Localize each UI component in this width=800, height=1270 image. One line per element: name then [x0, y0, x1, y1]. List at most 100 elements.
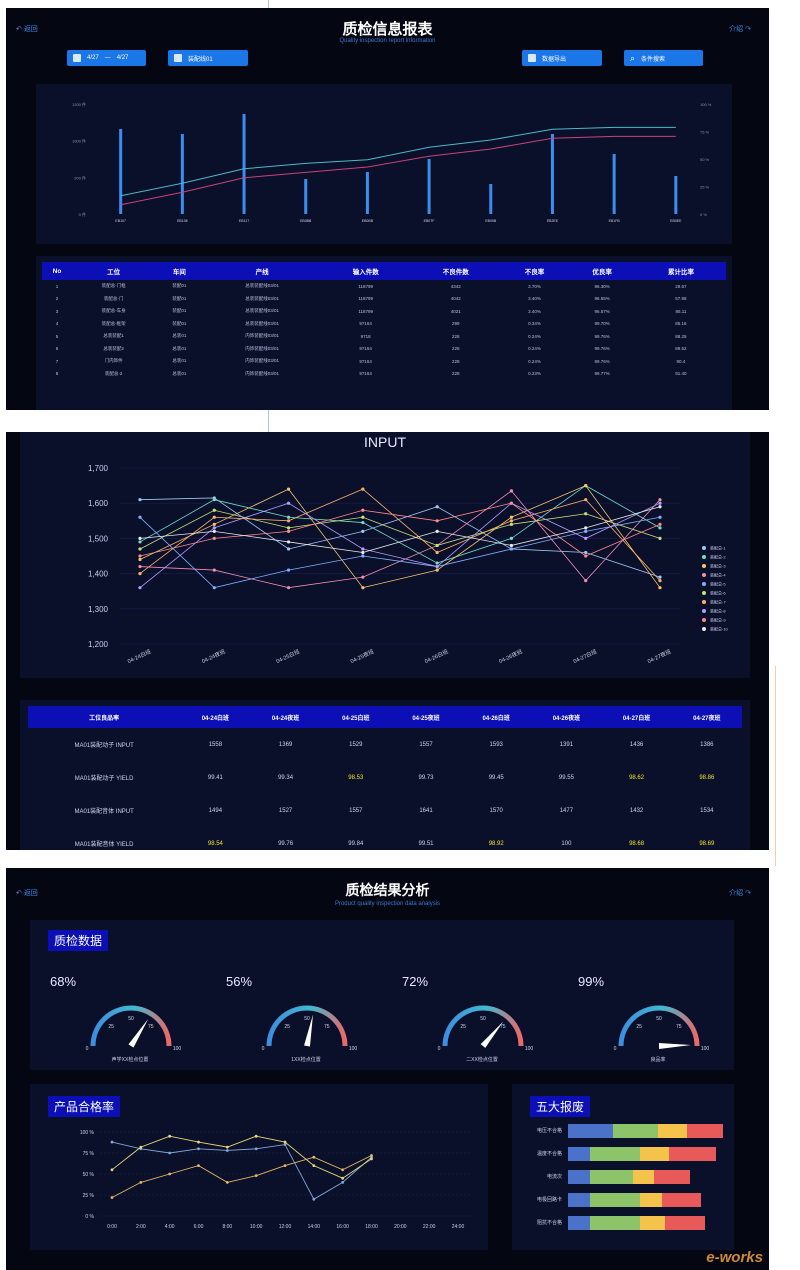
yield-cell: 99.55	[558, 774, 574, 781]
gauge-percent: 72%	[402, 974, 429, 989]
table-cell: 99.77%	[594, 371, 610, 377]
yield-header-cell: 04-26白班	[461, 706, 532, 728]
data-point	[283, 1164, 287, 1167]
x-tick-label: 8:00	[222, 1224, 232, 1230]
data-point	[509, 515, 514, 519]
table-row[interactable]: 4 装配总-框架 装配01 总装装配线03/01 97164 299 0.34% 99.70%…	[42, 318, 726, 331]
data-point	[361, 547, 365, 551]
left-tick-label: 0 件	[79, 211, 86, 217]
gauge-tick: 75	[148, 1024, 154, 1030]
data-point	[197, 1164, 200, 1167]
gauge-label: 二XX检点位置	[466, 1057, 498, 1063]
line-select[interactable]: 装配线01	[168, 50, 248, 66]
report-table: No 工位 车间 产线 输入件数 不良件数 不良率 优良率 累计比率 1 装配总-门框 装配01 总装…	[42, 262, 726, 380]
yield-header-cell: 04-26夜班	[531, 706, 602, 728]
line-select-label: 装配线01	[188, 56, 213, 63]
data-point	[212, 508, 216, 512]
left-tick-label: 200 件	[74, 174, 86, 180]
data-point	[283, 1140, 287, 1144]
series-line	[139, 516, 661, 589]
scrap-bar-segment	[654, 1170, 691, 1184]
report-table-panel: No 工位 车间 产线 输入件数 不良件数 不良率 优良率 累计比率 1 装配总-门框 装配01 总装…	[36, 256, 732, 410]
connector-line	[268, 0, 269, 8]
data-point	[197, 1140, 200, 1144]
table-cell: 装配总-2	[104, 370, 123, 376]
x-tick-label: 0:00	[107, 1224, 117, 1230]
x-tick-label: 6:00	[194, 1224, 204, 1230]
data-point	[584, 526, 588, 530]
scrap-category-label: 电压不合格	[536, 1128, 562, 1134]
gauge-tick: 50	[304, 1016, 310, 1022]
x-tick-label: 12:00	[279, 1224, 292, 1230]
yield-cell: 98.68	[629, 840, 645, 847]
legend-marker	[702, 609, 706, 613]
table-row[interactable]: 3 装配总-车身 装配01 总装装配线03/01 118799 4021 3.40% 96.5…	[42, 305, 726, 318]
yield-row[interactable]: MA01装配音体 INPUT 1494 1527 1557 1641 1570 1477 14…	[28, 794, 742, 827]
yield-cell: 98.62	[629, 774, 645, 781]
scrap-bar-segment	[661, 1193, 702, 1207]
table-cell: 90.4	[676, 358, 686, 364]
forward-link-2[interactable]: 介绍 ↷	[729, 890, 751, 897]
yield-row[interactable]: MA01装配动子 INPUT 1558 1369 1529 1557 1593 1391 14…	[28, 728, 742, 761]
data-point	[168, 1134, 172, 1138]
pass-rate-chart: 100 % 75 % 50 % 25 % 0 % 0:00 2:00 4:00 6:00 8:00…	[80, 1130, 470, 1230]
right-tick-label: 25 %	[700, 185, 710, 190]
table-row[interactable]: 5 总装装配1 总装01 内饰装配线03/01 9718 228 0.24% 99.76% 88…	[42, 330, 726, 343]
export-button[interactable]: 数据导出	[522, 50, 602, 66]
data-point	[110, 1168, 114, 1172]
series-line	[111, 1141, 372, 1200]
table-row[interactable]: 6 总装装配2 总装01 内饰装配线03/01 97164 228 0.24% 99.76% 8…	[42, 343, 726, 356]
y-tick-label: 1,700	[88, 464, 109, 473]
table-cell: 97164	[359, 346, 372, 352]
table-cell: 装配01	[172, 295, 187, 301]
table-row[interactable]: 7 门内饰件 总装01 内饰装配线03/01 97164 228 0.24% 99.76% 90…	[42, 355, 726, 368]
yield-cell: 1557	[349, 807, 363, 814]
table-row[interactable]: 8 装配总-2 总装01 内饰装配线03/01 97164 228 0.23% 99.77% 9…	[42, 368, 726, 381]
forward-link[interactable]: 介绍 ↷	[729, 26, 751, 33]
legend-label: 装配总-9	[710, 617, 726, 623]
scrap-bar-segment	[589, 1193, 640, 1207]
data-point	[584, 484, 588, 488]
series-line	[139, 506, 661, 553]
yield-table-panel: 工位良品率 04-24白班 04-24夜班 04-25白班 04-25夜班 04-26白班…	[20, 700, 750, 850]
yield-row[interactable]: MA01装配动子 YIELD 99.41 99.34 98.53 99.73 99.45 9…	[28, 761, 742, 794]
x-tick-label: EB0EE	[670, 219, 682, 223]
data-point	[361, 520, 365, 525]
gauge-needle	[304, 1014, 313, 1047]
data-point	[138, 572, 142, 576]
legend-label: 装配总-5	[710, 581, 726, 587]
scrap-bar-segment	[568, 1170, 590, 1184]
table-row[interactable]: 2 装配总-门 装配01 总装装配线03/01 118799 4042 3.40% 96.55…	[42, 293, 726, 306]
data-point	[658, 501, 662, 505]
x-tick-label: 24:00	[452, 1224, 465, 1230]
gauge-tick: 0	[438, 1046, 441, 1052]
scrap-category-label: 电流次	[546, 1174, 562, 1180]
yield-row[interactable]: MA01装配音体 YIELD 98.54 99.76 99.84 99.51 98.92 1…	[28, 827, 742, 850]
back-link[interactable]: ↶ 返回	[16, 26, 38, 33]
x-tick-label: 04-26白班	[423, 647, 450, 665]
data-point	[286, 568, 291, 572]
data-point	[286, 515, 291, 519]
table-cell: 118799	[358, 308, 374, 314]
right-tick-label: 50 %	[700, 157, 710, 162]
search-button[interactable]: ⌕ 条件搜索	[624, 50, 703, 66]
gauge-tick: 50	[128, 1016, 134, 1022]
legend-label: 装配总-4	[710, 572, 726, 578]
gauge-percent: 56%	[226, 974, 253, 989]
legend-marker	[702, 618, 706, 622]
yield-cell: 1436	[629, 741, 644, 748]
date-range-picker[interactable]: 4/27 — 4/27	[67, 50, 146, 66]
data-point	[435, 519, 439, 523]
table-cell: 118799	[358, 296, 374, 302]
gauge-tick: 100	[349, 1046, 358, 1052]
yield-cell: 1369	[278, 741, 293, 748]
table-cell: 0.24%	[528, 358, 541, 364]
table-row[interactable]: 1 装配总-门框 装配01 总装装配线03/01 118799 4342 3.70% 96.3…	[42, 280, 726, 293]
table-cell: 3.40%	[528, 308, 541, 314]
back-link-2[interactable]: ↶ 返回	[16, 890, 38, 897]
data-point	[361, 508, 365, 512]
table-header-cell: No	[42, 262, 73, 280]
legend-marker	[702, 555, 706, 559]
pass-rate-title: 产品合格率	[48, 1096, 121, 1117]
data-point	[139, 1181, 143, 1184]
